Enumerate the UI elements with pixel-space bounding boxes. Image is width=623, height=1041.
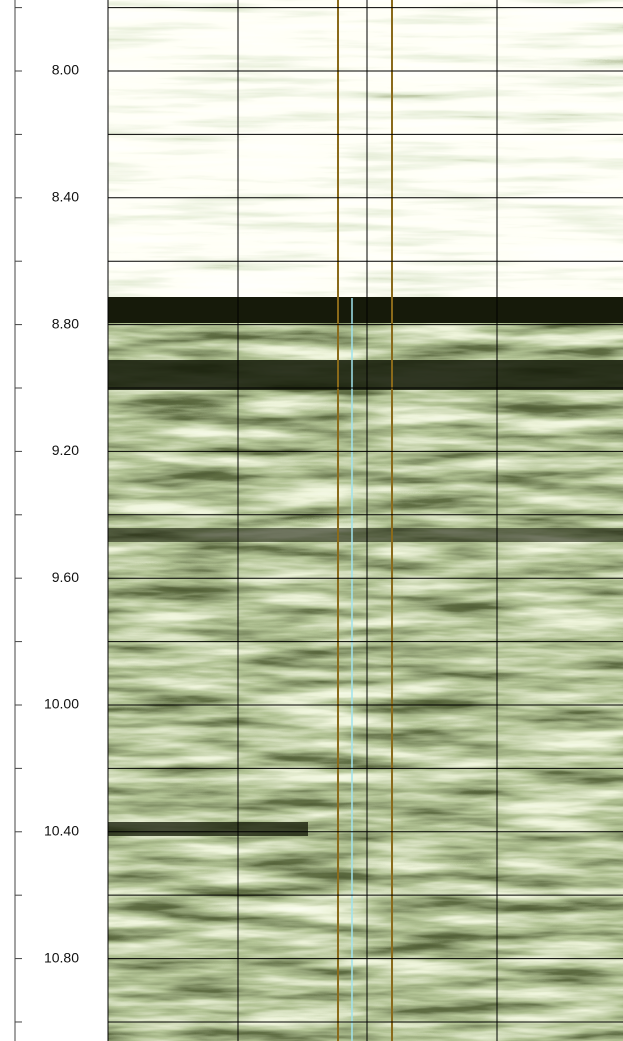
y-tick-label: 10.80 xyxy=(44,949,79,965)
image-lower xyxy=(108,300,623,1041)
image-log-view: 8.00 8.40 8.80 9.20 9.60 10.00 10.40 10.80 xyxy=(0,0,623,1041)
y-tick-label: 9.20 xyxy=(52,442,79,458)
page: 8.008.408.809.209.6010.0010.4010.80 (() … xyxy=(0,0,623,1041)
y-tick-label: 8.40 xyxy=(52,189,79,205)
log-image xyxy=(108,0,623,1041)
y-tick-label: 8.00 xyxy=(52,62,79,78)
image-upper xyxy=(108,0,623,300)
y-tick-label: 10.40 xyxy=(44,822,79,838)
dark-band xyxy=(108,528,623,542)
dark-band xyxy=(108,822,308,836)
y-tick-label: 8.80 xyxy=(52,315,79,331)
dark-band xyxy=(108,360,623,390)
dark-band xyxy=(108,297,623,323)
y-tick-label: 10.00 xyxy=(44,696,79,712)
y-tick-label: 9.60 xyxy=(52,569,79,585)
